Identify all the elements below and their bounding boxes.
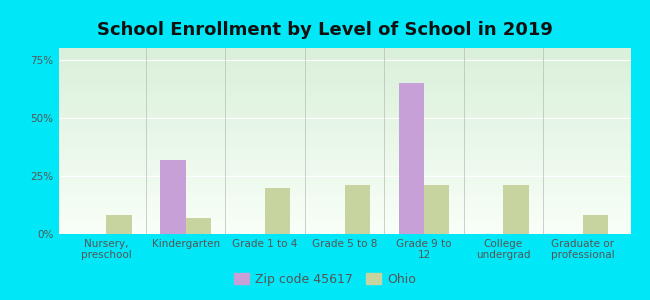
Bar xyxy=(503,185,529,234)
Bar xyxy=(186,218,211,234)
Bar xyxy=(344,185,370,234)
Bar xyxy=(424,185,449,234)
Bar xyxy=(106,215,131,234)
Bar xyxy=(583,215,608,234)
Legend: Zip code 45617, Ohio: Zip code 45617, Ohio xyxy=(229,268,421,291)
Bar xyxy=(160,160,186,234)
Text: School Enrollment by Level of School in 2019: School Enrollment by Level of School in … xyxy=(97,21,553,39)
Bar xyxy=(265,188,291,234)
Bar xyxy=(398,83,424,234)
